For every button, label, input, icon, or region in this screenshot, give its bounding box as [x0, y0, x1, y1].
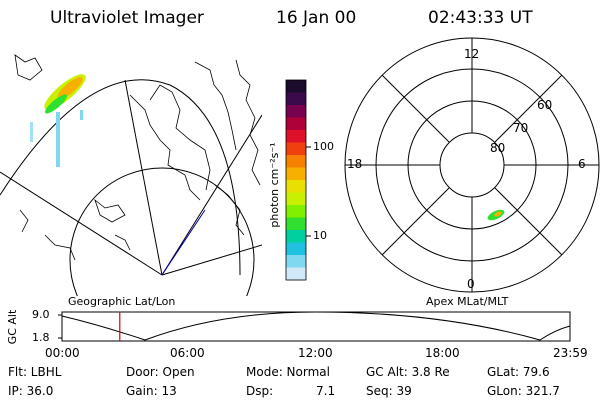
altitude-ylabel: GC Alt: [6, 309, 19, 345]
dsp-value: 7.1: [316, 384, 336, 398]
time-tick-4: 23:59: [553, 346, 588, 360]
colorbar-band: [286, 180, 306, 193]
geographic-map-label: Geographic Lat/Lon: [68, 295, 176, 308]
ip-status: IP: 36.0: [8, 384, 54, 398]
dsp-label: Dsp:: [246, 384, 274, 398]
altitude-plot: [58, 311, 571, 342]
mlat-label-80: 80: [490, 141, 506, 155]
mlt-label-6: 6: [578, 157, 586, 171]
colorbar: [286, 80, 306, 281]
colorbar-band: [286, 192, 306, 206]
geographic-map: [0, 54, 262, 296]
mlat-label-70: 70: [513, 121, 529, 135]
colorbar-band: [286, 205, 306, 218]
colorbar-unit-label: photon cm⁻²s⁻¹: [268, 142, 281, 228]
date-label: 16 Jan 00: [276, 8, 357, 28]
colorbar-band: [286, 267, 306, 281]
colorbar-band: [286, 230, 306, 243]
mlt-label-12: 12: [464, 47, 480, 61]
door-status: Door: Open: [126, 365, 195, 379]
colorbar-band: [286, 255, 306, 268]
colorbar-band: [286, 142, 306, 156]
time-tick-0: 00:00: [45, 346, 80, 360]
mlt-label-0: 0: [467, 277, 475, 291]
time-tick-2: 12:00: [298, 346, 333, 360]
time-tick-3: 18:00: [425, 346, 460, 360]
app-title: Ultraviolet Imager: [50, 8, 204, 28]
colorbar-band: [286, 105, 306, 118]
filter-status: Flt: LBHL: [8, 365, 62, 379]
colorbar-band: [286, 167, 306, 181]
altitude-ytick-min: 1.8: [32, 331, 50, 344]
colorbar-band: [286, 80, 306, 93]
colorbar-tick-100: 100: [313, 140, 334, 153]
coastlines: [14, 54, 261, 261]
seq-status: Seq: 39: [366, 384, 412, 398]
time-label: 02:43:33 UT: [428, 8, 533, 28]
colorbar-band: [286, 92, 306, 106]
polar-mlt-plot: [344, 37, 600, 293]
glat-status: GLat: 79.6: [487, 365, 550, 379]
colorbar-tick-10: 10: [313, 229, 327, 242]
mlat-label-60: 60: [537, 98, 553, 112]
apex-map-label: Apex MLat/MLT: [426, 295, 509, 308]
glon-status: GLon: 321.7: [487, 384, 560, 398]
gain-status: Gain: 13: [126, 384, 177, 398]
time-tick-1: 06:00: [170, 346, 205, 360]
colorbar-band: [286, 217, 306, 231]
gcalt-status: GC Alt: 3.8 Re: [366, 365, 450, 379]
colorbar-band: [286, 242, 306, 256]
aurora-emission: [30, 74, 86, 167]
colorbar-band: [286, 117, 306, 131]
mlt-label-18: 18: [347, 157, 363, 171]
colorbar-band: [286, 155, 306, 168]
altitude-ytick-max: 9.0: [32, 308, 50, 321]
colorbar-band: [286, 130, 306, 143]
mode-status: Mode: Normal: [246, 365, 330, 379]
